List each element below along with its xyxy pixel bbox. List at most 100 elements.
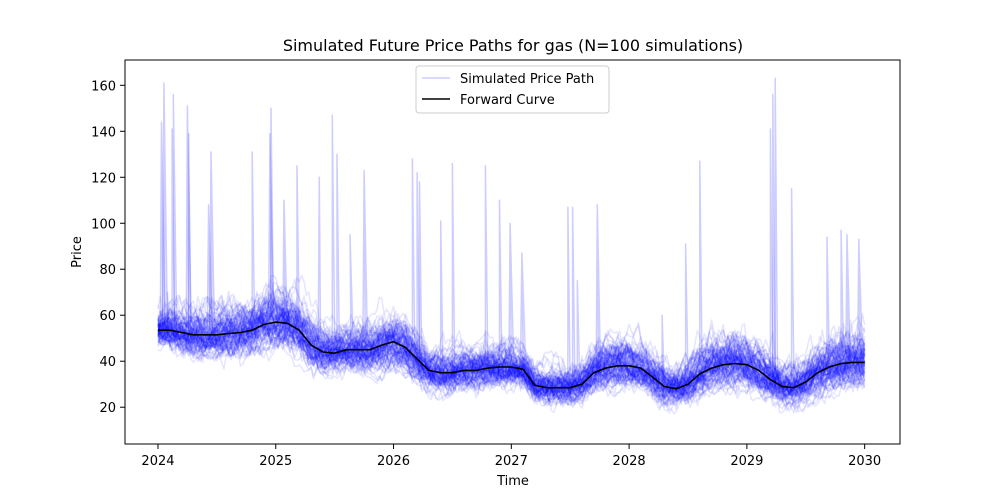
simulated-path bbox=[157, 181, 866, 403]
simulated-path bbox=[157, 151, 866, 396]
simulated-path bbox=[157, 308, 866, 399]
x-axis: 2024 2025 2026 2027 2028 2029 2030 bbox=[141, 444, 881, 469]
simulated-path bbox=[157, 305, 866, 391]
simulated-path bbox=[157, 82, 865, 404]
simulated-path bbox=[157, 206, 866, 403]
simulated-path bbox=[157, 206, 866, 414]
x-tick-label: 2026 bbox=[377, 454, 410, 469]
simulated-path bbox=[157, 314, 866, 401]
simulated-path bbox=[157, 128, 866, 406]
legend-label-simulated: Simulated Price Path bbox=[460, 72, 594, 87]
y-tick-label: 60 bbox=[99, 309, 116, 324]
simulated-path bbox=[157, 114, 865, 402]
simulated-path bbox=[157, 204, 866, 409]
simulated-path bbox=[157, 314, 866, 414]
simulated-path bbox=[157, 243, 866, 403]
simulated-path bbox=[157, 279, 866, 405]
forward-curve-line bbox=[158, 321, 865, 390]
simulated-path bbox=[157, 236, 866, 400]
chart-title: Simulated Future Price Paths for gas (N=… bbox=[283, 36, 743, 55]
simulated-path bbox=[157, 302, 866, 400]
legend-box bbox=[415, 65, 610, 114]
simulated-path bbox=[157, 229, 866, 400]
simulated-path bbox=[157, 93, 866, 406]
simulated-path bbox=[157, 176, 866, 400]
simulated-path bbox=[157, 158, 866, 407]
legend: Simulated Price Path Forward Curve bbox=[415, 65, 610, 114]
simulated-path bbox=[157, 199, 866, 409]
forward-curve bbox=[158, 321, 865, 390]
simulated-path bbox=[157, 310, 866, 397]
simulated-path bbox=[157, 204, 866, 401]
simulated-path bbox=[157, 206, 866, 414]
simulated-path bbox=[157, 234, 866, 402]
simulated-path bbox=[157, 199, 866, 398]
simulated-path bbox=[157, 132, 866, 409]
simulated-path bbox=[157, 165, 866, 410]
simulated-path bbox=[157, 305, 866, 404]
simulated-path bbox=[157, 165, 866, 403]
simulated-path bbox=[157, 220, 866, 409]
simulated-path bbox=[157, 93, 866, 407]
simulated-path bbox=[157, 236, 866, 402]
simulated-path bbox=[157, 238, 866, 402]
simulated-path bbox=[157, 93, 866, 406]
x-tick-label: 2028 bbox=[613, 454, 646, 469]
simulated-path bbox=[157, 204, 866, 407]
simulated-path bbox=[157, 296, 866, 405]
x-axis-label: Time bbox=[496, 474, 529, 489]
y-tick-label: 20 bbox=[99, 401, 116, 416]
simulated-path bbox=[157, 93, 866, 400]
y-axis: 20 40 60 80 100 120 140 160 bbox=[91, 79, 125, 416]
simulated-path bbox=[157, 132, 866, 403]
simulated-path bbox=[157, 252, 866, 400]
simulated-path bbox=[157, 132, 866, 394]
y-tick-label: 140 bbox=[91, 125, 116, 140]
simulated-path bbox=[157, 151, 866, 402]
simulated-path bbox=[157, 169, 866, 399]
simulated-path bbox=[157, 128, 866, 407]
y-axis-label: Price bbox=[70, 236, 85, 268]
simulated-path bbox=[157, 279, 866, 407]
y-tick-label: 160 bbox=[91, 79, 116, 94]
simulated-path bbox=[157, 252, 866, 404]
x-tick-label: 2024 bbox=[141, 454, 174, 469]
simulated-path bbox=[157, 206, 866, 406]
simulated-path bbox=[157, 199, 866, 396]
simulated-path bbox=[157, 308, 866, 407]
simulated-path bbox=[157, 160, 865, 403]
simulated-path bbox=[157, 107, 866, 398]
simulated-path bbox=[157, 181, 866, 397]
simulated-path bbox=[157, 153, 866, 396]
y-tick-label: 120 bbox=[91, 171, 116, 186]
simulated-path bbox=[157, 291, 866, 410]
y-tick-label: 100 bbox=[91, 217, 116, 232]
simulated-path bbox=[157, 82, 866, 414]
x-tick-label: 2029 bbox=[730, 454, 763, 469]
legend-label-forward: Forward Curve bbox=[460, 93, 555, 108]
simulated-path bbox=[157, 165, 866, 394]
simulated-paths bbox=[157, 77, 866, 415]
simulated-path bbox=[157, 290, 866, 399]
x-tick-label: 2025 bbox=[259, 454, 292, 469]
simulated-path bbox=[157, 160, 865, 401]
simulated-path bbox=[157, 310, 865, 406]
simulated-path bbox=[157, 176, 866, 403]
simulated-path bbox=[157, 243, 866, 393]
simulated-path bbox=[157, 105, 866, 397]
simulated-path bbox=[157, 296, 866, 402]
simulated-path bbox=[157, 162, 866, 404]
plot-frame bbox=[124, 59, 901, 445]
simulated-path bbox=[157, 171, 866, 397]
simulated-path bbox=[157, 311, 866, 398]
simulated-path bbox=[157, 222, 866, 394]
simulated-path bbox=[157, 162, 866, 397]
simulated-path bbox=[157, 151, 866, 399]
simulated-path bbox=[157, 153, 866, 399]
x-tick-label: 2027 bbox=[495, 454, 528, 469]
simulated-path bbox=[157, 220, 866, 399]
simulated-path bbox=[157, 314, 866, 402]
simulated-path bbox=[157, 306, 866, 394]
y-tick-label: 40 bbox=[99, 355, 116, 370]
